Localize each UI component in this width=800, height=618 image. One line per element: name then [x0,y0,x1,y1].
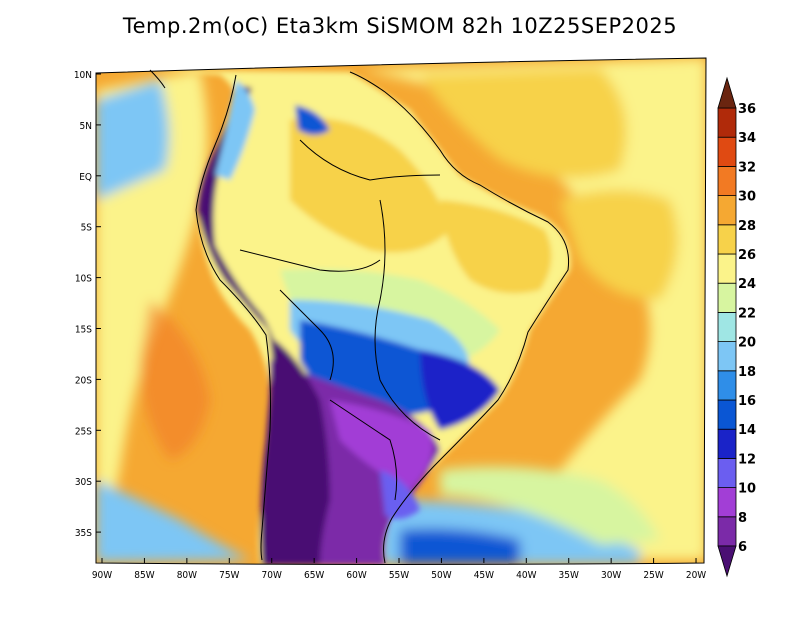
lat-label: 10N [74,70,92,81]
colorbar-box [717,165,737,196]
lon-label: 80W [177,570,197,581]
argentina-border [329,399,398,501]
lon-label: 50W [431,570,451,581]
south-atlantic-yellow [440,466,660,545]
lat-label: EQ [79,172,92,183]
colorbar-label: 26 [738,248,756,263]
south-violet [330,400,433,490]
map-title: Temp.2m(oC) Eta3km SiSMOM 82h 10Z25SEP20… [122,14,678,38]
colorbar-label: 32 [738,160,756,175]
colorbar-box [717,311,737,342]
colorbar-box [717,428,737,459]
colorbar-label: 14 [738,423,756,438]
guiana-cool [295,105,330,135]
colorbar-label: 20 [738,336,756,351]
lat-label: 15S [75,325,92,336]
lon-label: 75W [219,570,239,581]
lat-label: 30S [75,477,92,488]
lon-label: 65W [304,570,324,581]
colorbar-box [717,487,737,518]
colorbar-box [717,399,737,430]
latitude-axis: 10N 5N EQ 5S 10S 15S 20S 25S 30S 35S [74,70,101,539]
lat-label: 10S [75,274,92,285]
colorbar-box [717,136,737,167]
brazil-border [239,139,441,441]
lon-label: 30W [601,570,621,581]
amazon-warm [290,118,450,253]
colorbar-box [717,341,737,372]
pacific-cool-band [96,80,169,200]
colorbar-label: 30 [738,190,756,205]
colorbar: 6 8 10 12 14 16 18 20 22 24 26 28 30 32 34 36 [717,76,756,578]
lon-label: 25W [643,570,663,581]
pacific-cool-south [96,480,250,562]
longitude-axis: 90W 85W 80W 75W 70W 65W 60W 55W 50W 45W 40W 35W 30W 2… [92,558,706,581]
colorbar-label: 34 [738,131,756,146]
colorbar-over-arrow [717,76,737,109]
south-atlantic-deep [400,528,520,564]
colorbar-label: 28 [738,219,756,234]
lon-label: 85W [134,570,154,581]
colorbar-label: 6 [738,540,747,555]
lat-label: 5S [81,223,93,234]
lon-label: 45W [474,570,494,581]
pacific-orange-core [140,300,210,460]
colorbar-box [717,107,737,138]
colorbar-box [717,224,737,255]
colorbar-label: 22 [738,306,756,321]
map-field [96,58,706,565]
atlantic-orange-patch [420,68,627,178]
lon-label: 20W [686,570,706,581]
andes-north-cool [215,80,255,180]
colorbar-box [717,253,737,284]
colorbar-label: 24 [738,277,756,292]
lat-label: 25S [75,426,92,437]
colorbar-label: 36 [738,102,756,117]
colorbar-box [717,516,737,547]
colorbar-label: 10 [738,482,756,497]
lat-label: 20S [75,375,92,386]
uruguay-blue [380,470,420,519]
atlantic-yellow-zone [360,58,706,560]
colorbar-box [717,457,737,488]
lon-label: 40W [516,570,536,581]
atlantic-orange-patch-2 [560,190,678,300]
lon-label: 35W [559,570,579,581]
colorbar-label: 16 [738,394,756,409]
colorbar-box [717,282,737,313]
colorbar-label: 18 [738,365,756,380]
andes-ridge [198,85,283,500]
map-frame [95,57,707,565]
colorbar-under-arrow [717,545,737,578]
southeast-blue [420,350,500,430]
lon-label: 90W [92,570,112,581]
lat-label: 5N [80,121,92,132]
nordeste-warm [440,200,552,294]
colorbar-box [717,195,737,226]
colorbar-label: 8 [738,511,747,526]
colorbar-box [717,370,737,401]
lon-label: 55W [389,570,409,581]
bolivia-border [279,289,334,381]
lon-label: 60W [346,570,366,581]
lon-label: 70W [262,570,282,581]
colorbar-label: 12 [738,452,756,467]
lat-label: 35S [75,528,92,539]
country-borders [149,69,570,564]
